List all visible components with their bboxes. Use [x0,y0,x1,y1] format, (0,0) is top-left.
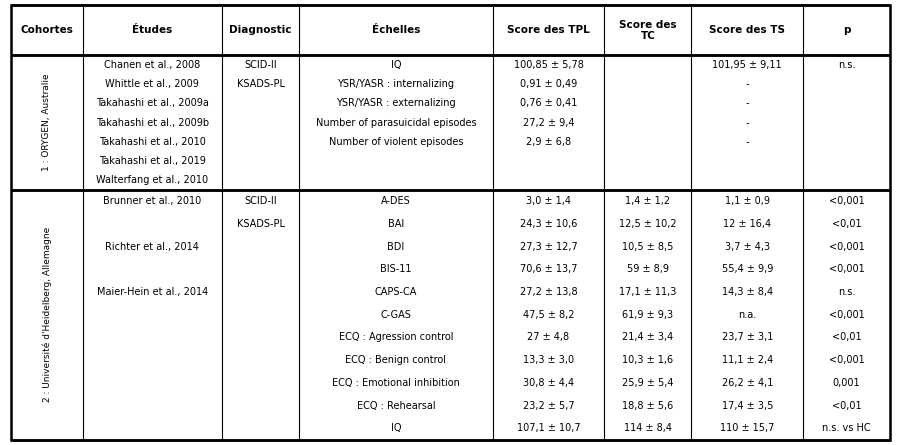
Text: KSADS-PL: KSADS-PL [237,219,285,229]
Text: BDI: BDI [387,242,405,252]
Text: Number of violent episodes: Number of violent episodes [329,137,463,147]
Text: 26,2 ± 4,1: 26,2 ± 4,1 [722,378,773,388]
Text: CAPS-CA: CAPS-CA [375,287,417,297]
Text: 17,1 ± 11,3: 17,1 ± 11,3 [619,287,677,297]
Text: 27,2 ± 13,8: 27,2 ± 13,8 [520,287,578,297]
Text: <0,01: <0,01 [832,400,861,411]
Text: n.s.: n.s. [838,60,855,70]
Text: IQ: IQ [391,423,401,433]
Text: 100,85 ± 5,78: 100,85 ± 5,78 [514,60,584,70]
Text: Score des TS: Score des TS [709,25,786,35]
Text: -: - [745,137,749,147]
Text: <0,001: <0,001 [829,242,865,252]
Text: 47,5 ± 8,2: 47,5 ± 8,2 [523,310,574,320]
Text: 59 ± 8,9: 59 ± 8,9 [627,264,669,275]
Text: 17,4 ± 3,5: 17,4 ± 3,5 [722,400,773,411]
Text: n.a.: n.a. [738,310,757,320]
Text: Études: Études [132,25,172,35]
Text: ECQ : Benign control: ECQ : Benign control [345,355,447,365]
Text: 107,1 ± 10,7: 107,1 ± 10,7 [517,423,580,433]
Text: <0,001: <0,001 [829,196,865,206]
Text: -: - [745,98,749,109]
Text: 27,3 ± 12,7: 27,3 ± 12,7 [520,242,578,252]
Text: Walterfang et al., 2010: Walterfang et al., 2010 [96,175,208,185]
Text: Number of parasuicidal episodes: Number of parasuicidal episodes [315,117,477,128]
Text: 61,9 ± 9,3: 61,9 ± 9,3 [623,310,673,320]
Text: KSADS-PL: KSADS-PL [237,79,285,89]
Text: 10,3 ± 1,6: 10,3 ± 1,6 [623,355,673,365]
Text: Takahashi et al., 2010: Takahashi et al., 2010 [99,137,205,147]
Text: Maier-Hein et al., 2014: Maier-Hein et al., 2014 [96,287,208,297]
Text: <0,01: <0,01 [832,219,861,229]
Text: Whittle et al., 2009: Whittle et al., 2009 [105,79,199,89]
Text: 3,7 ± 4,3: 3,7 ± 4,3 [724,242,769,252]
Text: Cohortes: Cohortes [21,25,73,35]
Text: IQ: IQ [391,60,401,70]
Text: 101,95 ± 9,11: 101,95 ± 9,11 [713,60,782,70]
Text: Takahashi et al., 2009a: Takahashi et al., 2009a [96,98,209,109]
Text: 12,5 ± 10,2: 12,5 ± 10,2 [619,219,677,229]
Text: Takahashi et al., 2019: Takahashi et al., 2019 [99,156,205,166]
Text: 70,6 ± 13,7: 70,6 ± 13,7 [520,264,578,275]
Text: 3,0 ± 1,4: 3,0 ± 1,4 [526,196,571,206]
Text: BAI: BAI [387,219,405,229]
Text: 25,9 ± 5,4: 25,9 ± 5,4 [623,378,674,388]
Text: 1,4 ± 1,2: 1,4 ± 1,2 [625,196,670,206]
Text: BIS-11: BIS-11 [380,264,412,275]
Text: C-GAS: C-GAS [380,310,412,320]
Text: 114 ± 8,4: 114 ± 8,4 [623,423,672,433]
Text: n.s. vs HC: n.s. vs HC [823,423,871,433]
Text: 13,3 ± 3,0: 13,3 ± 3,0 [523,355,574,365]
Text: -: - [745,79,749,89]
Text: 23,2 ± 5,7: 23,2 ± 5,7 [523,400,574,411]
Text: n.s.: n.s. [838,287,855,297]
Text: <0,001: <0,001 [829,310,865,320]
Text: 10,5 ± 8,5: 10,5 ± 8,5 [623,242,674,252]
Text: YSR/YASR : externalizing: YSR/YASR : externalizing [336,98,456,109]
Text: 0,91 ± 0,49: 0,91 ± 0,49 [520,79,578,89]
Text: YSR/YASR : internalizing: YSR/YASR : internalizing [338,79,454,89]
Text: 2,9 ± 6,8: 2,9 ± 6,8 [526,137,571,147]
Text: SCID-II: SCID-II [244,60,277,70]
Text: <0,001: <0,001 [829,264,865,275]
Text: Brunner et al., 2010: Brunner et al., 2010 [104,196,202,206]
Text: 110 ± 15,7: 110 ± 15,7 [720,423,775,433]
Text: 1,1 ± 0,9: 1,1 ± 0,9 [724,196,769,206]
Text: -: - [745,117,749,128]
Text: 12 ± 16,4: 12 ± 16,4 [724,219,771,229]
Text: 55,4 ± 9,9: 55,4 ± 9,9 [722,264,773,275]
Text: 0,001: 0,001 [833,378,860,388]
Text: Takahashi et al., 2009b: Takahashi et al., 2009b [96,117,209,128]
Text: 21,4 ± 3,4: 21,4 ± 3,4 [623,332,674,343]
Text: 23,7 ± 3,1: 23,7 ± 3,1 [722,332,773,343]
Text: <0,001: <0,001 [829,355,865,365]
Text: Richter et al., 2014: Richter et al., 2014 [105,242,199,252]
Text: 27 ± 4,8: 27 ± 4,8 [527,332,569,343]
Text: ECQ : Rehearsal: ECQ : Rehearsal [357,400,435,411]
Text: 2 : Université d'Heidelberg, Allemagne: 2 : Université d'Heidelberg, Allemagne [42,227,51,402]
Text: 30,8 ± 4,4: 30,8 ± 4,4 [523,378,574,388]
Text: SCID-II: SCID-II [244,196,277,206]
Text: Score des
TC: Score des TC [619,20,677,41]
Text: ECQ : Emotional inhibition: ECQ : Emotional inhibition [332,378,460,388]
Text: ECQ : Agression control: ECQ : Agression control [339,332,453,343]
Text: 11,1 ± 2,4: 11,1 ± 2,4 [722,355,773,365]
Text: A-DES: A-DES [381,196,411,206]
Text: Échelles: Échelles [372,25,420,35]
Text: 18,8 ± 5,6: 18,8 ± 5,6 [623,400,674,411]
Text: Score des TPL: Score des TPL [507,25,590,35]
Text: p: p [843,25,851,35]
Text: 27,2 ± 9,4: 27,2 ± 9,4 [523,117,574,128]
Text: 14,3 ± 8,4: 14,3 ± 8,4 [722,287,773,297]
Text: <0,01: <0,01 [832,332,861,343]
Text: 0,76 ± 0,41: 0,76 ± 0,41 [520,98,578,109]
Text: 24,3 ± 10,6: 24,3 ± 10,6 [520,219,578,229]
Text: Diagnostic: Diagnostic [230,25,292,35]
Text: 1 : ORYGEN, Australie: 1 : ORYGEN, Australie [42,74,51,171]
Text: Chanen et al., 2008: Chanen et al., 2008 [105,60,201,70]
